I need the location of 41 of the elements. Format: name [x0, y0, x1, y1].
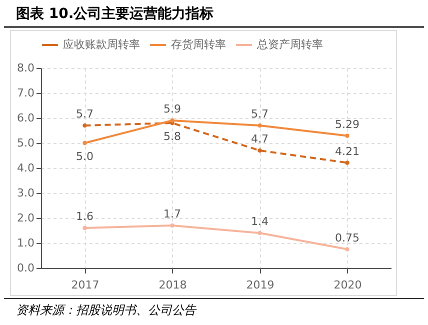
y-tick-label: 4.0	[17, 162, 34, 174]
point	[345, 134, 350, 138]
y-tick-label: 1.0	[17, 236, 34, 250]
data-label: 5.29	[335, 118, 360, 131]
point	[258, 230, 262, 236]
data-label: 4.21	[335, 144, 360, 158]
point	[258, 148, 262, 153]
y-tick-label: 7.0	[17, 86, 34, 100]
point	[170, 223, 174, 228]
data-label: 5.0	[76, 150, 94, 163]
data-label: 1.6	[76, 210, 94, 223]
text: 资料来源：招股说明书、公司公告	[4, 298, 424, 322]
point	[170, 118, 174, 123]
y-tick-label: 3.0	[17, 186, 34, 200]
data-label: 1.4	[251, 215, 268, 228]
chart-title: 图表 10.公司主要运营能力指标	[4, 0, 424, 28]
data-label: 5.7	[251, 108, 268, 120]
data-label: 5.9	[164, 102, 181, 116]
legend-label: 存货周转率	[171, 38, 226, 51]
data-label: 5.8	[164, 130, 181, 143]
y-tick-label: 0.0	[17, 262, 34, 274]
point	[82, 123, 87, 128]
y-tick-label: 6.0	[17, 112, 34, 124]
legend-label: 总资产周转率	[256, 38, 323, 51]
point	[82, 140, 87, 146]
x-tick-label: 2017	[71, 278, 100, 292]
data-label: 0.75	[335, 231, 360, 244]
data-label: 4.7	[251, 132, 268, 146]
data-label: 5.7	[76, 108, 94, 120]
legend-label: 应收账款周转率	[63, 38, 140, 51]
y-tick-label: 2.0	[17, 212, 34, 224]
x-tick-label: 2020	[334, 278, 362, 292]
point	[82, 226, 87, 230]
data-label: 1.7	[164, 208, 181, 220]
y-tick-label: 5.0	[17, 136, 34, 150]
point	[258, 123, 262, 128]
point	[345, 160, 350, 165]
x-tick-label: 2018	[158, 278, 187, 292]
point	[345, 247, 350, 252]
x-tick-label: 2019	[246, 278, 274, 292]
y-tick-label: 8.0	[17, 62, 34, 74]
